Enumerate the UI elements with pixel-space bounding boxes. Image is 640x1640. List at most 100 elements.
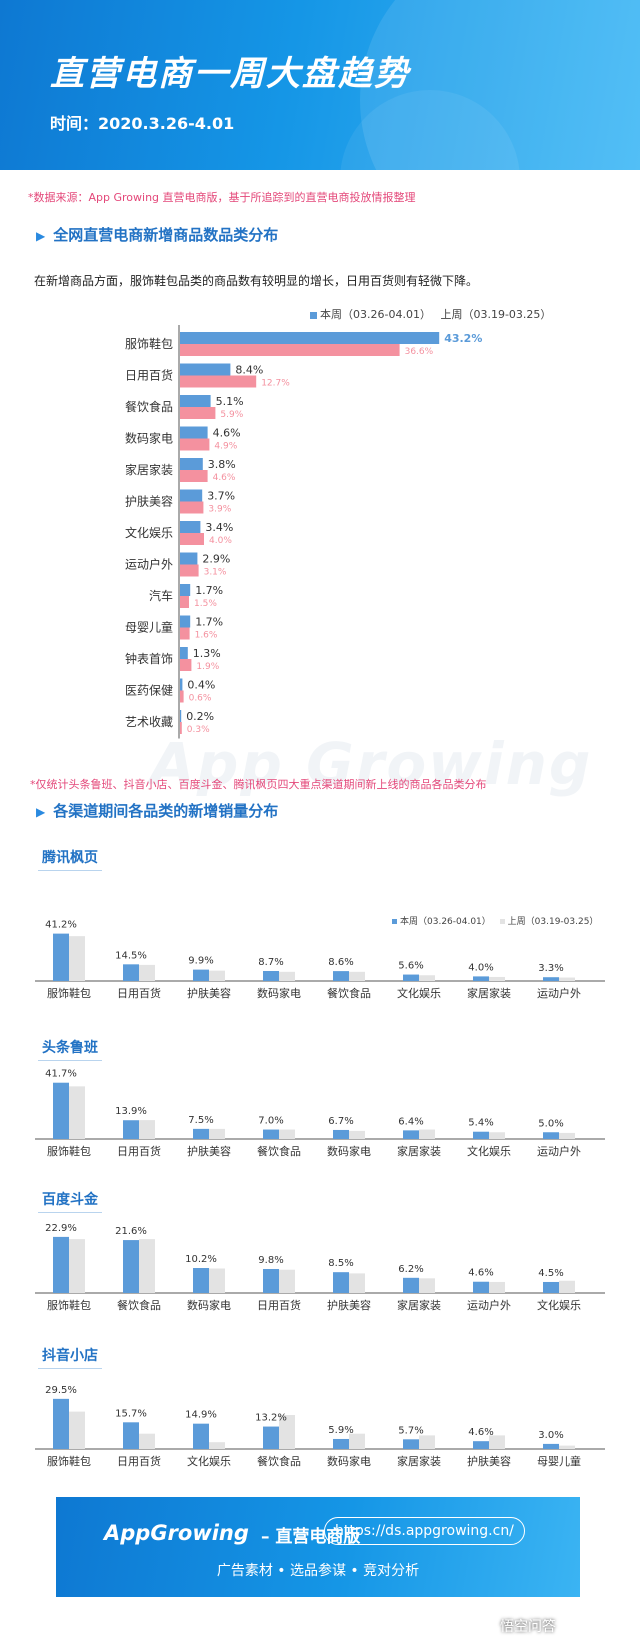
data-label-this-week: 3.8% (208, 458, 236, 471)
channel-label-baidu: 百度斗金 (38, 1186, 102, 1213)
channel-legend: 本周（03.26-04.01） 上周（03.19-03.25） (392, 914, 598, 927)
bar-last-week (349, 1273, 365, 1293)
data-label-last-week: 3.1% (204, 568, 227, 578)
data-label: 8.7% (258, 957, 283, 968)
bar-last-week (279, 971, 295, 981)
bar-this-week (180, 710, 182, 722)
bar-this-week (403, 1277, 419, 1293)
data-label: 10.2% (185, 1254, 217, 1265)
data-label: 15.7% (115, 1408, 147, 1419)
category-label: 餐饮食品 (257, 1454, 301, 1468)
legend-this-week: 本周（03.26-04.01） (400, 917, 491, 927)
data-label-last-week: 12.7% (261, 379, 290, 389)
bar-last-week (180, 344, 400, 356)
bar-last-week (489, 976, 505, 981)
data-label: 5.7% (398, 1425, 423, 1436)
bar-this-week (193, 1268, 209, 1293)
category-label: 运动户外 (537, 986, 581, 1000)
bar-last-week (419, 1435, 435, 1449)
bar-last-week (69, 1086, 85, 1139)
bar-last-week (489, 1435, 505, 1449)
bar-last-week (139, 1239, 155, 1293)
bar-last-week (180, 470, 208, 482)
bar-this-week (123, 1422, 139, 1449)
bar-this-week (193, 1128, 209, 1139)
bar-this-week (123, 1120, 139, 1139)
data-label-this-week: 1.7% (195, 616, 223, 629)
legend-swatch-this-week (310, 311, 317, 319)
category-label: 母婴儿童 (125, 620, 173, 635)
category-label: 餐饮食品 (257, 1144, 301, 1158)
bar-last-week (209, 1268, 225, 1293)
section-description: 在新增商品方面，服饰鞋包品类的商品数有较明显的增长，日用百货则有轻微下降。 (34, 274, 479, 288)
bar-last-week (180, 438, 210, 451)
section-title-text: 全网直营电商新增商品数品类分布 (53, 226, 279, 244)
category-label: 文化娱乐 (187, 1454, 231, 1468)
data-label-this-week: 0.2% (186, 710, 214, 723)
bar-last-week (279, 1129, 295, 1139)
bar-last-week (209, 1442, 225, 1449)
bar-this-week (180, 395, 211, 407)
data-label: 5.4% (468, 1118, 493, 1129)
bar-last-week (489, 1132, 505, 1139)
horizontal-bar-chart: 服饰鞋包 43.2% 36.6% 日用百货 8.4% 12.7% 餐饮食品 5.1% 5.9% 数… (125, 325, 482, 739)
bar-this-week (193, 969, 209, 981)
bar-last-week (279, 1269, 295, 1293)
data-label-this-week: 1.3% (193, 647, 221, 660)
category-label: 日用百货 (125, 368, 173, 383)
category-label: 护肤美容 (125, 494, 173, 509)
category-label: 钟表首饰 (125, 651, 173, 666)
bar-this-week (403, 1439, 419, 1449)
bar-this-week (180, 332, 440, 344)
bar-last-week (419, 975, 435, 981)
bar-this-week (403, 1130, 419, 1139)
data-label: 14.5% (115, 950, 147, 961)
data-label: 6.4% (398, 1116, 423, 1127)
bar-last-week (69, 1239, 85, 1293)
bar-last-week (180, 659, 192, 671)
main-legend: 本周（03.26-04.01） 上周（03.19-03.25） (310, 306, 551, 322)
bar-last-week (180, 596, 189, 608)
bar-this-week (333, 971, 349, 981)
bar-last-week (180, 501, 204, 514)
channel-chart-douyin: 29.5% 服饰鞋包 15.7% 日用百货 14.9% 文化娱乐 13.2% 餐饮食品 5.9%… (35, 1385, 605, 1468)
bar-last-week (279, 1415, 295, 1449)
category-label: 服饰鞋包 (47, 1144, 91, 1158)
data-label-this-week: 4.6% (213, 427, 241, 440)
bar-last-week (180, 533, 204, 545)
data-label: 3.3% (538, 963, 563, 974)
bar-this-week (543, 1443, 559, 1449)
bar-this-week (263, 1268, 279, 1293)
data-label-last-week: 36.6% (405, 347, 434, 357)
category-label: 家居家装 (397, 1144, 441, 1158)
legend-last-week: 上周（03.19-03.25） (507, 917, 599, 927)
data-label: 22.9% (45, 1223, 77, 1234)
channel-label-douyin: 抖音小店 (38, 1342, 102, 1369)
data-label: 8.6% (328, 957, 353, 968)
bar-this-week (180, 489, 203, 502)
category-label: 文化娱乐 (537, 1298, 581, 1312)
bar-this-week (543, 1281, 559, 1293)
channel-chart-toutiao: 41.7% 服饰鞋包 13.9% 日用百货 7.5% 护肤美容 7.0% 餐饮食品 6.7% 数码… (35, 1069, 605, 1158)
site-url-link[interactable]: https://ds.appgrowing.cn/ (324, 1517, 525, 1545)
bar-last-week (180, 627, 190, 640)
page-title: 直营电商一周大盘趋势 (50, 54, 410, 94)
data-label: 3.0% (538, 1430, 563, 1441)
data-label: 41.7% (45, 1069, 77, 1080)
bar-this-week (403, 974, 419, 981)
data-label: 4.6% (468, 1427, 493, 1438)
bar-this-week (263, 1426, 279, 1449)
data-label-last-week: 1.6% (195, 631, 218, 641)
data-label: 9.9% (188, 956, 213, 967)
category-label: 日用百货 (117, 1144, 161, 1158)
bar-last-week (419, 1278, 435, 1293)
bar-this-week (123, 964, 139, 981)
bar-this-week (333, 1129, 349, 1139)
category-label: 服饰鞋包 (47, 1454, 91, 1468)
category-label: 服饰鞋包 (47, 986, 91, 1000)
data-label-last-week: 5.9% (220, 410, 243, 420)
bar-this-week (53, 933, 69, 981)
category-label: 数码家电 (125, 431, 173, 446)
category-label: 母婴儿童 (537, 1454, 581, 1468)
bar-last-week (349, 1130, 365, 1139)
